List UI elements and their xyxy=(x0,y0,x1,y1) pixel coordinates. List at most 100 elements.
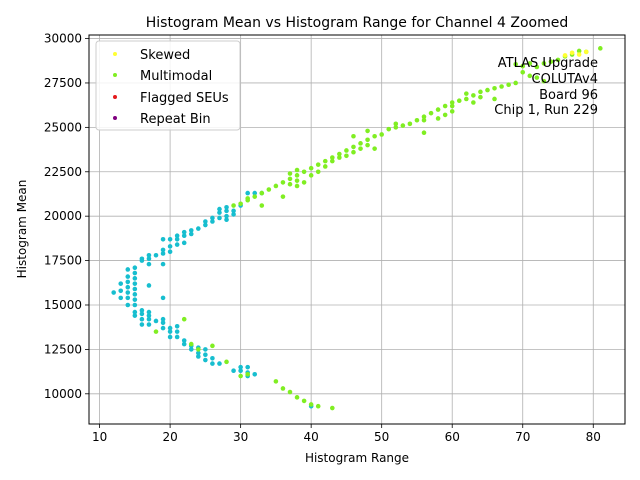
data-point xyxy=(541,61,547,66)
legend-box xyxy=(95,40,241,131)
x-tick-label: 30 xyxy=(233,430,248,444)
data-point xyxy=(386,126,392,132)
data-point xyxy=(167,236,173,242)
data-point xyxy=(203,219,208,224)
data-point xyxy=(132,276,138,281)
data-point xyxy=(181,316,187,322)
x-tick-label: 70 xyxy=(515,430,530,444)
data-point xyxy=(442,112,448,118)
data-point xyxy=(308,173,314,178)
data-point xyxy=(174,324,180,329)
data-point xyxy=(337,151,342,157)
data-point xyxy=(160,251,166,256)
data-point xyxy=(146,316,152,322)
data-point xyxy=(456,98,462,104)
x-tick-label: 20 xyxy=(162,430,177,444)
grid-lines xyxy=(89,35,625,424)
data-point xyxy=(280,180,286,185)
data-point xyxy=(188,341,194,347)
data-point xyxy=(196,354,201,359)
data-point xyxy=(224,204,229,210)
data-point xyxy=(139,256,145,262)
data-point xyxy=(160,320,166,326)
data-point xyxy=(210,355,215,361)
data-point xyxy=(245,371,250,377)
data-point xyxy=(231,212,236,217)
data-point xyxy=(132,286,138,292)
data-point xyxy=(160,316,166,322)
data-point xyxy=(160,247,166,253)
data-point xyxy=(196,226,201,231)
data-point xyxy=(464,91,469,96)
data-point xyxy=(372,146,377,151)
data-point xyxy=(174,334,180,340)
data-point xyxy=(527,61,533,66)
legend-label: Flagged SEUs xyxy=(140,91,229,106)
data-point xyxy=(217,206,222,212)
data-point xyxy=(252,371,258,377)
data-point xyxy=(266,187,272,192)
data-point xyxy=(365,137,370,143)
data-point xyxy=(203,222,208,228)
data-point xyxy=(583,49,589,55)
data-point xyxy=(210,215,215,221)
data-point xyxy=(499,84,504,89)
legend: Skewed Multimodal Flagged SEUs Repeat Bi… xyxy=(95,40,241,131)
data-point xyxy=(337,155,342,160)
data-point xyxy=(301,169,307,175)
data-point xyxy=(379,132,384,137)
data-point xyxy=(315,403,321,409)
data-point xyxy=(365,128,370,134)
data-point xyxy=(315,162,321,167)
data-point xyxy=(210,219,215,224)
data-point xyxy=(188,228,194,233)
data-point xyxy=(167,249,173,255)
data-point xyxy=(351,149,356,155)
legend-marker xyxy=(113,116,117,120)
annotation-block: ATLAS Upgrade COLUTAv4 Board 96 Chip 1, … xyxy=(494,56,598,118)
data-point xyxy=(555,57,561,63)
data-point xyxy=(160,295,166,301)
data-point xyxy=(146,261,152,267)
data-point xyxy=(125,290,131,295)
data-point xyxy=(203,347,208,352)
x-tick-label: 10 xyxy=(92,430,107,444)
data-point xyxy=(125,302,131,308)
data-point xyxy=(245,196,250,201)
data-point xyxy=(400,123,406,128)
data-point xyxy=(231,208,236,214)
data-point xyxy=(146,309,152,315)
data-point xyxy=(365,142,370,148)
x-tick-label: 60 xyxy=(445,430,460,444)
data-point xyxy=(132,265,138,270)
data-point xyxy=(174,236,180,242)
legend-label: Skewed xyxy=(140,48,190,63)
data-point xyxy=(428,110,434,116)
data-point xyxy=(534,64,540,70)
data-point xyxy=(471,93,476,98)
data-point xyxy=(492,96,497,102)
data-point xyxy=(132,302,138,308)
data-point xyxy=(449,103,455,109)
data-point xyxy=(181,233,187,239)
annotation-line: COLUTAv4 xyxy=(532,72,598,87)
data-point xyxy=(181,240,187,246)
data-point xyxy=(308,165,314,171)
data-point xyxy=(294,173,300,178)
data-point xyxy=(294,395,300,400)
data-point xyxy=(132,297,138,302)
data-point xyxy=(167,329,173,334)
y-tick-label: 20000 xyxy=(44,209,82,223)
legend-marker xyxy=(113,52,117,56)
y-tick-label: 15000 xyxy=(44,298,82,312)
data-point xyxy=(125,279,131,285)
data-point xyxy=(153,252,159,258)
data-point xyxy=(435,107,441,112)
annotation-line: Board 96 xyxy=(539,88,598,103)
data-point xyxy=(569,50,575,56)
data-point xyxy=(188,231,194,237)
data-point xyxy=(196,350,201,356)
data-point xyxy=(562,53,568,58)
data-point xyxy=(435,116,441,121)
data-point xyxy=(146,256,152,262)
